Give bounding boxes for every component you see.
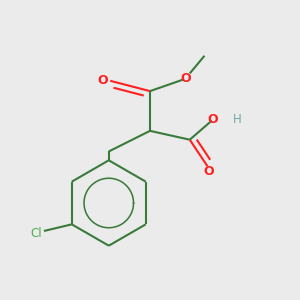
- Text: O: O: [204, 165, 214, 178]
- Text: O: O: [98, 74, 108, 87]
- Text: O: O: [207, 112, 218, 126]
- Text: Cl: Cl: [31, 227, 43, 240]
- Text: O: O: [180, 72, 190, 85]
- Text: H: H: [232, 112, 241, 126]
